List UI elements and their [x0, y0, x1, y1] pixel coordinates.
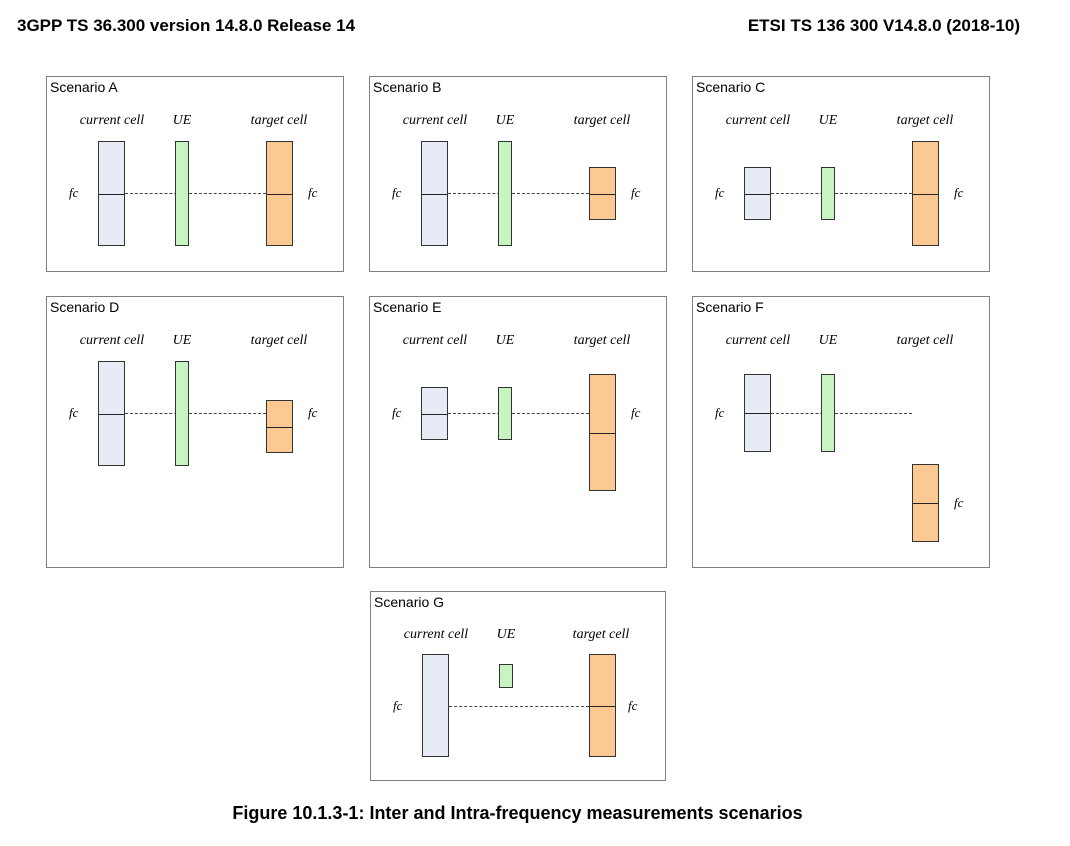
target-cell-bar [589, 654, 616, 757]
center-frequency-line [771, 413, 912, 414]
ue-label: UE [495, 333, 515, 348]
document-header-right: ETSI TS 136 300 V14.8.0 (2018-10) [747, 16, 1020, 35]
ue-label: UE [818, 113, 838, 128]
fc-label-target: fc [954, 185, 964, 200]
target-cell-bar [912, 141, 939, 246]
target-cell-label: target cell [573, 113, 631, 128]
fc-label-current: fc [715, 185, 725, 200]
fc-label-target: fc [631, 185, 641, 200]
scenario-e-panel: Scenario E current cell UE target cell f… [369, 296, 667, 568]
center-frequency-line [448, 413, 589, 414]
scenario-title: Scenario D [50, 299, 120, 315]
current-cell-label: current cell [403, 627, 469, 642]
fc-label-current: fc [392, 405, 402, 420]
ue-label: UE [495, 113, 515, 128]
center-frequency-line [771, 193, 912, 194]
target-cell-label: target cell [573, 333, 631, 348]
ue-label: UE [818, 333, 838, 348]
current-cell-bar [98, 141, 125, 246]
fc-label-current: fc [715, 405, 725, 420]
target-cell-bar [912, 464, 939, 542]
ue-label: UE [172, 333, 192, 348]
ue-bar [499, 664, 513, 688]
current-cell-label: current cell [402, 113, 468, 128]
center-frequency-line [448, 193, 589, 194]
current-cell-bar [98, 361, 125, 466]
center-frequency-line [449, 706, 589, 707]
scenario-title: Scenario B [373, 79, 442, 95]
fc-label-current: fc [69, 405, 79, 420]
ue-bar [821, 374, 835, 452]
target-cell-label: target cell [250, 333, 308, 348]
scenario-c-panel: Scenario C current cell UE target cell f… [692, 76, 990, 272]
current-cell-bar [422, 654, 449, 757]
ue-bar [175, 141, 189, 246]
target-cell-label: target cell [896, 333, 954, 348]
target-cell-label: target cell [250, 113, 308, 128]
current-cell-bar [744, 374, 771, 452]
scenario-f-panel: Scenario F current cell UE target cell f… [692, 296, 990, 568]
target-cell-label: target cell [896, 113, 954, 128]
ue-bar [498, 387, 512, 440]
fc-label-target: fc [308, 405, 318, 420]
target-cell-bar [266, 400, 293, 453]
current-cell-label: current cell [79, 333, 145, 348]
scenario-a-panel: Scenario A current cell UE target cell f… [46, 76, 344, 272]
ue-label: UE [496, 627, 516, 642]
target-cell-bar [589, 167, 616, 220]
fc-label-target: fc [628, 698, 638, 713]
ue-bar [498, 141, 512, 246]
fc-label-target: fc [954, 495, 964, 510]
scenario-title: Scenario G [374, 594, 445, 610]
current-cell-label: current cell [725, 333, 791, 348]
scenario-title: Scenario F [696, 299, 764, 315]
fc-label-current: fc [392, 185, 402, 200]
current-cell-bar [421, 141, 448, 246]
ue-bar [175, 361, 189, 466]
scenario-title: Scenario A [50, 79, 118, 95]
target-cell-label: target cell [572, 627, 630, 642]
target-cell-bar [266, 141, 293, 246]
ue-bar [821, 167, 835, 220]
ue-label: UE [172, 113, 192, 128]
scenario-b-panel: Scenario B current cell UE target cell f… [369, 76, 667, 272]
center-frequency-line [125, 413, 266, 414]
scenario-d-panel: Scenario D current cell UE target cell f… [46, 296, 344, 568]
scenario-title: Scenario C [696, 79, 766, 95]
current-cell-label: current cell [79, 113, 145, 128]
scenario-g-panel: Scenario G current cell UE target cell f… [370, 591, 666, 781]
current-cell-bar [744, 167, 771, 220]
target-cell-bar [589, 374, 616, 491]
fc-label-target: fc [631, 405, 641, 420]
current-cell-bar [421, 387, 448, 440]
figure-caption: Figure 10.1.3-1: Inter and Intra-frequen… [232, 803, 803, 823]
center-frequency-line [125, 193, 266, 194]
fc-label-target: fc [308, 185, 318, 200]
fc-label-current: fc [393, 698, 403, 713]
document-header-left: 3GPP TS 36.300 version 14.8.0 Release 14 [17, 16, 356, 35]
current-cell-label: current cell [725, 113, 791, 128]
scenario-title: Scenario E [373, 299, 442, 315]
current-cell-label: current cell [402, 333, 468, 348]
fc-label-current: fc [69, 185, 79, 200]
